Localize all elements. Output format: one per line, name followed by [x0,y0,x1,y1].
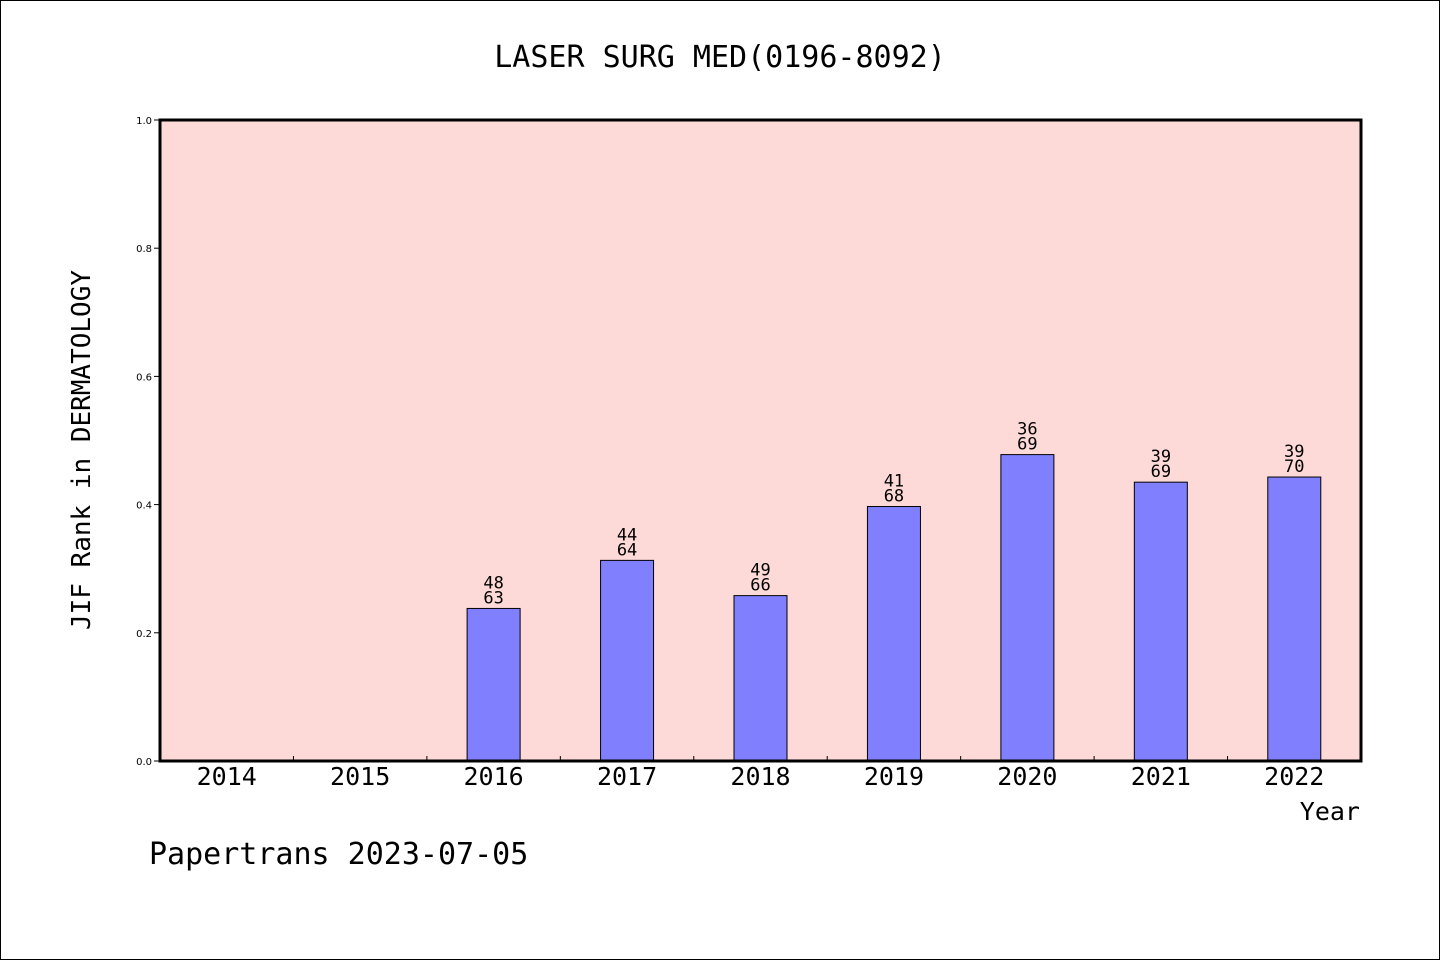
x-tick-label: 2020 [997,762,1057,791]
footer-credit: Papertrans 2023-07-05 [149,837,528,872]
x-tick-label: 2022 [1264,762,1324,791]
bar-total-label: 63 [483,588,503,608]
plot-border [158,118,1363,763]
bar-total-label: 69 [1017,435,1037,455]
bar-rank-label: 36 [1017,420,1037,440]
y-axis-label: JIF Rank in DERMATOLOGY [67,270,97,630]
x-tick-label: 2015 [330,762,390,791]
y-axis-ticks: 0.0 0.2 0.4 0.6 0.8 1.0 [136,116,160,768]
bar-rank-label: 48 [483,573,503,593]
bar-total-label: 70 [1284,457,1304,477]
x-tick-label: 2016 [464,762,524,791]
x-tick-label: 2021 [1131,762,1191,791]
bar-total-label: 68 [884,487,904,507]
bar [1133,481,1188,762]
bar-total-label: 69 [1151,462,1171,482]
x-axis-label: Year [1300,797,1360,826]
y-tick-label: 0.2 [136,629,152,640]
bar [1000,454,1055,762]
y-tick-label: 0.6 [136,372,152,383]
bar [866,506,921,762]
bar [466,607,521,762]
bar [733,595,788,762]
bar-total-label: 66 [750,576,770,596]
bar-total-label: 64 [617,540,637,560]
x-tick-label: 2014 [197,762,257,791]
y-tick-label: 1.0 [136,116,152,127]
y-tick-label: 0.0 [136,757,152,768]
bar [1267,476,1322,762]
bar [600,559,655,762]
bar-rank-label: 39 [1284,442,1304,462]
x-axis-ticks: 2014 2015 2016 2017 2018 2019 2020 2021 2022 [197,756,1324,791]
x-tick-label: 2018 [730,762,790,791]
y-tick-label: 0.8 [136,244,152,255]
bar-rank-label: 39 [1151,447,1171,467]
chart-title: LASER SURG MED(0196-8092) [494,40,946,75]
x-tick-label: 2019 [864,762,924,791]
bar-rank-label: 49 [750,561,770,581]
bar-rank-label: 41 [884,472,904,492]
bar-rank-label: 44 [617,525,637,545]
y-tick-label: 0.4 [136,501,152,512]
x-tick-label: 2017 [597,762,657,791]
